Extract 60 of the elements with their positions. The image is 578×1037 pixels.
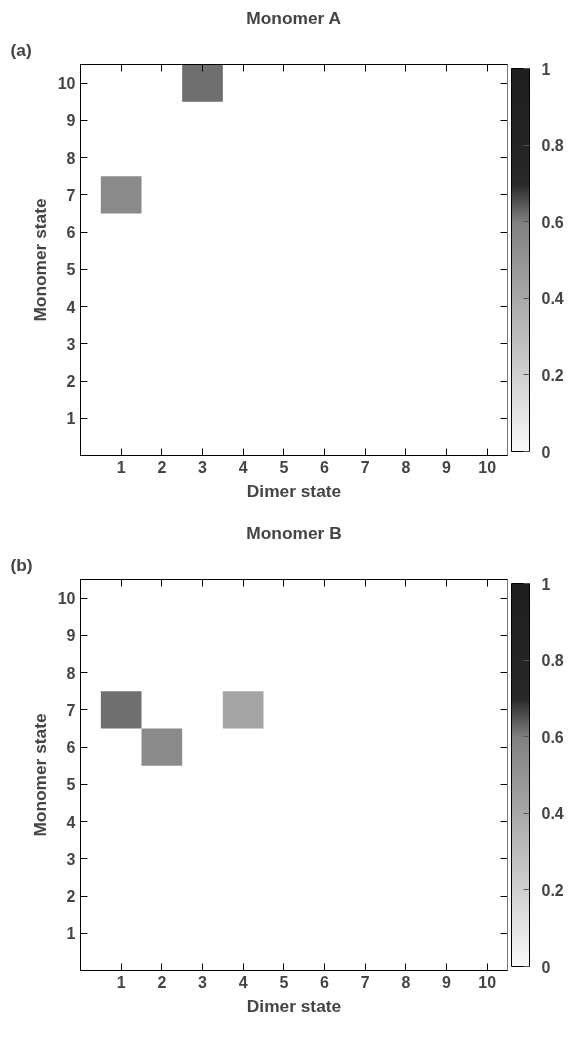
y-tick-label: 10 bbox=[57, 590, 76, 608]
y-tick-label: 6 bbox=[66, 224, 76, 242]
color-bar-label: 0.8 bbox=[541, 137, 564, 155]
x-tick-label: 3 bbox=[198, 973, 208, 991]
x-tick-label: 8 bbox=[401, 458, 411, 476]
x-tick-label: 10 bbox=[478, 973, 497, 991]
x-tick-label: 10 bbox=[478, 458, 497, 476]
text: (b) bbox=[10, 554, 33, 575]
x-tick-label: 4 bbox=[238, 458, 248, 476]
y-tick-label: 7 bbox=[66, 186, 76, 204]
y-tick-label: 1 bbox=[66, 925, 76, 943]
y-tick-label: 4 bbox=[66, 813, 76, 831]
y-axis-title: Monomer state bbox=[29, 198, 50, 322]
y-tick-label: 4 bbox=[66, 298, 76, 316]
y-axis-title: Monomer state bbox=[29, 713, 50, 837]
x-axis-title: Dimer state bbox=[246, 480, 342, 501]
x-tick-label: 2 bbox=[157, 458, 167, 476]
x-tick-label: 6 bbox=[320, 458, 330, 476]
y-tick-label: 7 bbox=[66, 701, 76, 719]
y-tick-label: 6 bbox=[66, 739, 76, 757]
chart-title: Monomer B bbox=[246, 522, 342, 543]
text: (a) bbox=[10, 39, 32, 60]
y-tick-label: 3 bbox=[66, 850, 76, 868]
x-tick-label: 1 bbox=[116, 973, 126, 991]
y-tick-label: 3 bbox=[66, 335, 76, 353]
x-tick-label: 4 bbox=[238, 973, 248, 991]
y-tick-label: 5 bbox=[66, 776, 76, 794]
x-tick-label: 7 bbox=[360, 458, 370, 476]
y-tick-label: 9 bbox=[66, 627, 76, 645]
color-bar-label: 0 bbox=[541, 958, 551, 976]
y-tick-label: 5 bbox=[66, 261, 76, 279]
color-bar-label: 0.2 bbox=[541, 366, 564, 384]
color-bar-label: 0.6 bbox=[541, 213, 564, 231]
y-tick-label: 9 bbox=[66, 112, 76, 130]
y-tick-label: 8 bbox=[66, 149, 76, 167]
y-tick-label: 2 bbox=[66, 373, 76, 391]
x-tick-label: 5 bbox=[279, 973, 289, 991]
chart-title: Monomer A bbox=[246, 7, 342, 28]
x-tick-label: 9 bbox=[442, 973, 452, 991]
y-tick-label: 8 bbox=[66, 664, 76, 682]
color-bar-label: 0 bbox=[541, 443, 551, 461]
x-tick-label: 2 bbox=[157, 973, 167, 991]
color-bar-label: 0.6 bbox=[541, 728, 564, 746]
x-tick-label: 3 bbox=[198, 458, 208, 476]
y-tick-label: 1 bbox=[66, 410, 76, 428]
x-tick-label: 6 bbox=[320, 973, 330, 991]
x-axis-title: Dimer state bbox=[246, 995, 342, 1016]
x-tick-label: 8 bbox=[401, 973, 411, 991]
color-bar-label: 1 bbox=[541, 575, 551, 593]
color-bar-label: 0.4 bbox=[541, 805, 564, 823]
x-tick-label: 1 bbox=[116, 458, 126, 476]
y-tick-label: 10 bbox=[57, 75, 76, 93]
color-bar-label: 0.2 bbox=[541, 881, 564, 899]
x-tick-label: 5 bbox=[279, 458, 289, 476]
color-bar-label: 0.8 bbox=[541, 652, 564, 670]
x-tick-label: 7 bbox=[360, 973, 370, 991]
x-tick-label: 9 bbox=[442, 458, 452, 476]
color-bar-label: 0.4 bbox=[541, 290, 564, 308]
y-tick-label: 2 bbox=[66, 888, 76, 906]
color-bar-label: 1 bbox=[541, 60, 551, 78]
